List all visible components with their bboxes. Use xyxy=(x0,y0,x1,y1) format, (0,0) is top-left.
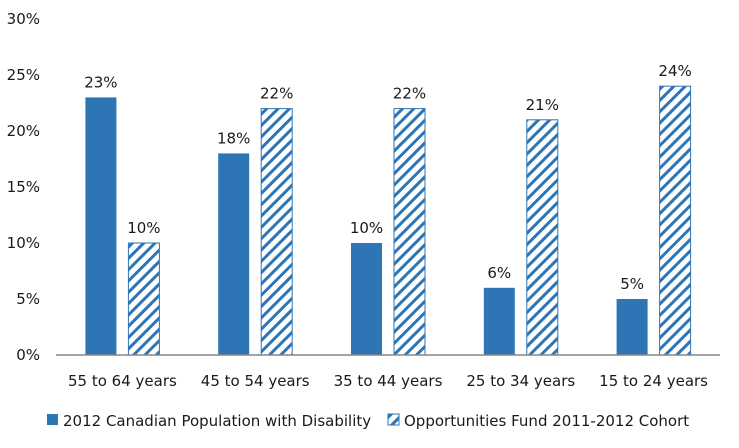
bar-canadian-population xyxy=(85,97,117,356)
y-tick-label: 5% xyxy=(16,290,40,308)
bar-opportunities-fund xyxy=(127,242,160,356)
bar-canadian-population xyxy=(616,299,648,355)
legend-label-series-1: 2012 Canadian Population with Disability xyxy=(63,412,371,430)
x-category-label: 25 to 34 years xyxy=(466,372,575,390)
legend-swatch-hatched xyxy=(387,413,400,426)
y-tick-label: 10% xyxy=(7,234,40,252)
y-tick-label: 25% xyxy=(7,66,40,84)
bar-canadian-population xyxy=(483,287,515,355)
bar-opportunities-fund xyxy=(260,108,293,356)
data-label: 6% xyxy=(487,264,511,282)
y-tick-label: 30% xyxy=(7,10,40,28)
data-label: 22% xyxy=(260,85,293,103)
legend: 2012 Canadian Population with Disability… xyxy=(47,412,689,430)
x-category-label: 35 to 44 years xyxy=(334,372,443,390)
bars-group xyxy=(85,85,692,356)
y-tick-label: 0% xyxy=(16,346,40,364)
data-label: 10% xyxy=(350,219,383,237)
category-labels-group: 55 to 64 years 45 to 54 years 35 to 44 yea… xyxy=(68,372,708,390)
y-tick-label: 20% xyxy=(7,122,40,140)
bar-opportunities-fund xyxy=(659,85,692,356)
bar-canadian-population xyxy=(351,243,382,355)
x-category-label: 15 to 24 years xyxy=(599,372,708,390)
data-label: 24% xyxy=(658,62,691,80)
data-label: 23% xyxy=(84,73,117,91)
data-label: 5% xyxy=(620,275,644,293)
data-label: 21% xyxy=(526,96,559,114)
y-tick-label: 15% xyxy=(7,178,40,196)
bar-opportunities-fund xyxy=(393,108,426,356)
data-labels-group: 23% 10% 18% 22% 10% 22% 6% 21% 5% 24% xyxy=(84,62,692,293)
data-label: 10% xyxy=(127,219,160,237)
legend-swatch-solid xyxy=(47,414,58,425)
legend-label-series-2: Opportunities Fund 2011-2012 Cohort xyxy=(404,412,689,430)
data-label: 22% xyxy=(393,85,426,103)
data-label: 18% xyxy=(217,129,250,147)
y-axis-tick-labels: 0% 5% 10% 15% 20% 25% 30% xyxy=(7,10,40,364)
bar-canadian-population xyxy=(218,153,250,355)
bar-opportunities-fund xyxy=(526,119,559,356)
x-category-label: 55 to 64 years xyxy=(68,372,177,390)
x-category-label: 45 to 54 years xyxy=(201,372,310,390)
